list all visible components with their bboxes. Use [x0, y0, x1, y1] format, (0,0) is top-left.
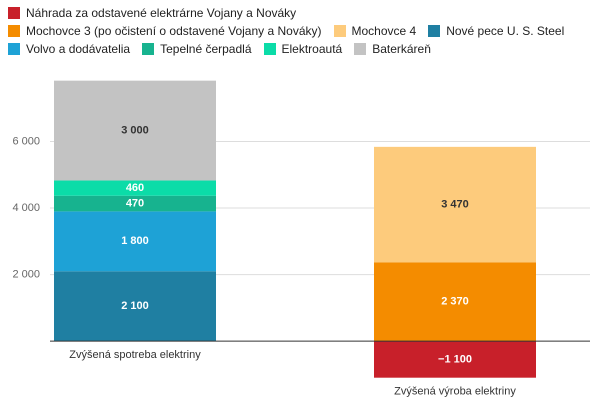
legend-item: Mochovce 3 (po očistení o odstavené Voja… — [8, 24, 322, 38]
legend-item: Elektroautá — [263, 42, 343, 56]
bar-segment — [374, 341, 536, 378]
legend-swatch — [428, 25, 441, 37]
legend-item: Náhrada za odstavené elektrárne Vojany a… — [8, 6, 296, 20]
x-tick-label: Zvýšená výroba elektriny — [394, 386, 516, 398]
legend-label: Elektroautá — [281, 42, 343, 56]
legend-swatch — [263, 43, 276, 55]
x-tick-label: Zvýšená spotreba elektriny — [69, 349, 201, 361]
bar-segment — [54, 80, 216, 181]
legend-swatch — [8, 43, 20, 55]
legend-label: Tepelné čerpadlá — [160, 42, 252, 56]
legend-item: Tepelné čerpadlá — [142, 42, 252, 56]
legend-item: Mochovce 4 — [333, 24, 417, 38]
value-label: 1 800 — [121, 235, 149, 247]
legend-label: Mochovce 3 (po očistení o odstavené Voja… — [26, 24, 322, 38]
legend-label: Mochovce 4 — [351, 24, 417, 38]
y-tick-label: 2 000 — [12, 268, 40, 280]
legend-swatch — [142, 43, 155, 55]
legend-item: Volvo a dodávatelia — [8, 42, 130, 56]
legend-swatch — [354, 43, 367, 55]
bar-segment — [54, 195, 216, 212]
value-label: 3 000 — [121, 124, 149, 136]
bar-segment — [374, 262, 536, 342]
value-label: 2 370 — [441, 296, 469, 308]
legend-label: Nové pece U. S. Steel — [446, 24, 565, 38]
value-label: 2 100 — [121, 300, 149, 312]
bar-segment — [54, 211, 216, 272]
legend-label: Baterkáreň — [372, 42, 431, 56]
legend-label: Volvo a dodávatelia — [26, 42, 131, 56]
value-label: 3 470 — [441, 198, 469, 210]
legend-swatch — [8, 7, 20, 19]
value-label: 470 — [126, 197, 144, 209]
bar-segment — [374, 146, 536, 263]
value-label: −1 100 — [438, 353, 472, 365]
y-tick-label: 4 000 — [12, 202, 40, 214]
legend-item: Nové pece U. S. Steel — [428, 24, 564, 38]
legend-swatch — [8, 25, 20, 37]
value-label: 460 — [126, 182, 144, 194]
y-tick-label: 6 000 — [12, 135, 40, 147]
legend-label: Náhrada za odstavené elektrárne Vojany a… — [26, 6, 297, 20]
legend: Náhrada za odstavené elektrárne Vojany a… — [8, 6, 588, 60]
legend-item: Baterkáreň — [354, 42, 431, 56]
bar-segment — [54, 271, 216, 342]
legend-swatch — [333, 25, 346, 37]
bar-segment — [54, 180, 216, 196]
